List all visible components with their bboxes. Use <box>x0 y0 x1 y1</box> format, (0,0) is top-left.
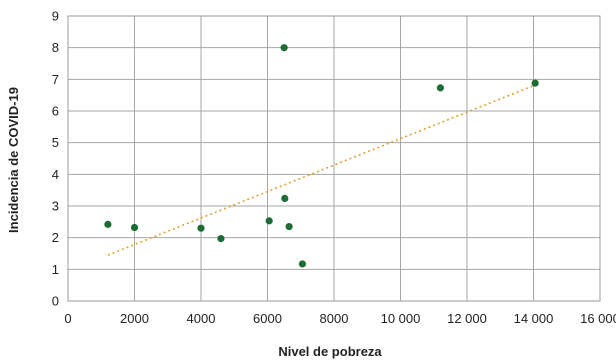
x-tick-label: 14 000 <box>514 311 554 326</box>
data-point <box>281 194 289 202</box>
y-tick-label: 9 <box>52 9 59 24</box>
grid <box>67 15 601 302</box>
x-tick-label: 8000 <box>320 311 349 326</box>
x-axis-title: Nivel de pobreza <box>278 344 382 359</box>
x-axis-ticks: 0 2000 4000 6000 8000 10 000 12 000 14 000 16 00… <box>64 311 616 326</box>
data-point <box>197 224 205 232</box>
y-tick-label: 0 <box>52 294 59 309</box>
x-tick-label: 16 000 <box>580 311 616 326</box>
trendline <box>107 84 536 256</box>
y-axis-ticks: 0 1 2 3 4 5 6 7 8 9 <box>52 9 59 309</box>
data-point <box>104 220 112 228</box>
y-tick-label: 2 <box>52 230 59 245</box>
x-tick-label: 12 000 <box>447 311 487 326</box>
data-point <box>531 79 539 87</box>
data-points <box>104 44 539 268</box>
plot-frame <box>67 15 601 302</box>
x-tick-label: 2000 <box>120 311 149 326</box>
y-tick-label: 8 <box>52 40 59 55</box>
x-tick-label: 6000 <box>253 311 282 326</box>
data-point <box>436 84 444 92</box>
y-tick-label: 7 <box>52 72 59 87</box>
y-tick-label: 1 <box>52 262 59 277</box>
data-point <box>217 235 225 243</box>
y-tick-label: 3 <box>52 199 59 214</box>
y-axis-title: Incidencia de COVID-19 <box>6 87 21 233</box>
data-point <box>285 222 293 231</box>
data-point <box>130 223 139 232</box>
x-tick-label: 4000 <box>187 311 216 326</box>
y-tick-label: 6 <box>52 104 59 119</box>
x-tick-label: 10 000 <box>381 311 421 326</box>
data-point <box>265 217 273 225</box>
y-tick-label: 4 <box>52 167 59 182</box>
data-point <box>280 44 288 52</box>
y-tick-label: 5 <box>52 135 59 150</box>
data-point <box>298 260 307 268</box>
x-tick-label: 0 <box>64 311 71 326</box>
